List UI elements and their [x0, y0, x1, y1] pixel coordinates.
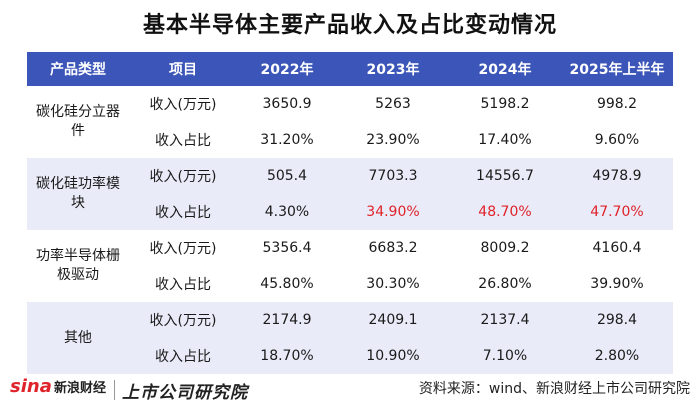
- cell-2025h1: 4978.9: [592, 168, 642, 184]
- product-category: 碳化硅分立器件: [36, 104, 120, 139]
- sina-logo-mark: sina: [10, 376, 52, 397]
- cell-2023: 5263: [375, 96, 411, 112]
- table-row: 收入(万元) 505.4 7703.3 14556.7 4978.9: [129, 158, 673, 194]
- table-row: 收入(万元) 2174.9 2409.1 2137.4 298.4: [129, 302, 673, 338]
- cell-2025h1: 39.90%: [590, 276, 644, 292]
- cell-2022: 3650.9: [262, 96, 312, 112]
- product-group: 其他 收入(万元) 2174.9 2409.1 2137.4 298.4 收入占比 18.70…: [27, 302, 673, 374]
- cell-2025h1: 9.60%: [594, 132, 640, 148]
- cell-2024: 5198.2: [480, 96, 530, 112]
- header-2025h1: 2025年上半年: [569, 62, 665, 78]
- row-item-label: 收入(万元): [149, 241, 217, 257]
- cell-2023: 7703.3: [368, 168, 418, 184]
- sina-logo-name: 新浪财经: [54, 381, 107, 396]
- cell-2022: 505.4: [266, 168, 308, 184]
- cell-2025h1: 298.4: [596, 312, 638, 328]
- cell-2022: 4.30%: [264, 204, 310, 220]
- row-item-label: 收入(万元): [149, 313, 217, 329]
- product-group: 碳化硅功率模块 收入(万元) 505.4 7703.3 14556.7 4978.9 收入占…: [27, 158, 673, 230]
- product-group: 功率半导体栅极驱动 收入(万元) 5356.4 6683.2 8009.2 4160.4 收…: [27, 230, 673, 302]
- cell-2022: 5356.4: [262, 240, 312, 256]
- cell-2023: 30.30%: [366, 276, 420, 292]
- table-row: 收入占比 4.30% 34.90% 48.70% 47.70%: [129, 194, 673, 230]
- footer: sina 新浪财经 上市公司研究院 资料来源：wind、新浪财经上市公司研究院: [0, 372, 700, 405]
- sina-finance-logo: sina 新浪财经: [10, 376, 110, 402]
- row-item-label: 收入占比: [155, 133, 211, 149]
- product-category: 功率半导体栅极驱动: [36, 248, 120, 283]
- product-category: 碳化硅功率模块: [36, 176, 120, 211]
- cell-2025h1: 2.80%: [594, 348, 640, 364]
- cell-2022: 31.20%: [260, 132, 314, 148]
- research-institute-logo: 上市公司研究院: [122, 374, 262, 403]
- row-item-label: 收入占比: [155, 205, 211, 221]
- logo-divider: [114, 380, 115, 400]
- table-row: 收入占比 31.20% 23.90% 17.40% 9.60%: [129, 122, 673, 158]
- cell-2024: 8009.2: [480, 240, 530, 256]
- table-row: 收入(万元) 3650.9 5263 5198.2 998.2: [129, 86, 673, 122]
- row-item-label: 收入(万元): [149, 97, 217, 113]
- cell-2023: 6683.2: [368, 240, 418, 256]
- cell-2025h1: 47.70%: [590, 204, 644, 220]
- table-row: 收入(万元) 5356.4 6683.2 8009.2 4160.4: [129, 230, 673, 266]
- header-2024: 2024年: [478, 62, 532, 78]
- cell-2022: 45.80%: [260, 276, 314, 292]
- source-note: 资料来源：wind、新浪财经上市公司研究院: [418, 381, 690, 397]
- cell-2023: 2409.1: [368, 312, 418, 328]
- cell-2024: 17.40%: [478, 132, 532, 148]
- table-header: 产品类型 项目 2022年 2023年 2024年 2025年上半年: [27, 52, 673, 86]
- cell-2023: 23.90%: [366, 132, 420, 148]
- header-2023: 2023年: [366, 62, 420, 78]
- header-item: 项目: [169, 62, 197, 78]
- table-body: 碳化硅分立器件 收入(万元) 3650.9 5263 5198.2 998.2 收入占比 31…: [27, 86, 673, 374]
- cell-2024: 26.80%: [478, 276, 532, 292]
- table-row: 收入占比 45.80% 30.30% 26.80% 39.90%: [129, 266, 673, 302]
- cell-2025h1: 4160.4: [592, 240, 642, 256]
- cell-2022: 2174.9: [262, 312, 312, 328]
- research-institute-logo-text: 上市公司研究院: [122, 383, 248, 403]
- cell-2024: 7.10%: [482, 348, 528, 364]
- product-group: 碳化硅分立器件 收入(万元) 3650.9 5263 5198.2 998.2 收入占比 31…: [27, 86, 673, 158]
- row-item-label: 收入占比: [155, 349, 211, 365]
- header-2022: 2022年: [260, 62, 314, 78]
- page-title: 基本半导体主要产品收入及占比变动情况: [142, 13, 557, 38]
- row-item-label: 收入占比: [155, 277, 211, 293]
- table-row: 收入占比 18.70% 10.90% 7.10% 2.80%: [129, 338, 673, 374]
- data-table: 产品类型 项目 2022年 2023年 2024年 2025年上半年 碳化硅分立…: [27, 52, 673, 374]
- cell-2024: 48.70%: [478, 204, 532, 220]
- cell-2022: 18.70%: [260, 348, 314, 364]
- cell-2024: 14556.7: [476, 168, 534, 184]
- cell-2023: 10.90%: [366, 348, 420, 364]
- row-item-label: 收入(万元): [149, 169, 217, 185]
- header-category: 产品类型: [50, 62, 106, 78]
- cell-2024: 2137.4: [480, 312, 530, 328]
- product-category: 其他: [64, 329, 92, 346]
- cell-2025h1: 998.2: [596, 96, 638, 112]
- cell-2023: 34.90%: [366, 204, 420, 220]
